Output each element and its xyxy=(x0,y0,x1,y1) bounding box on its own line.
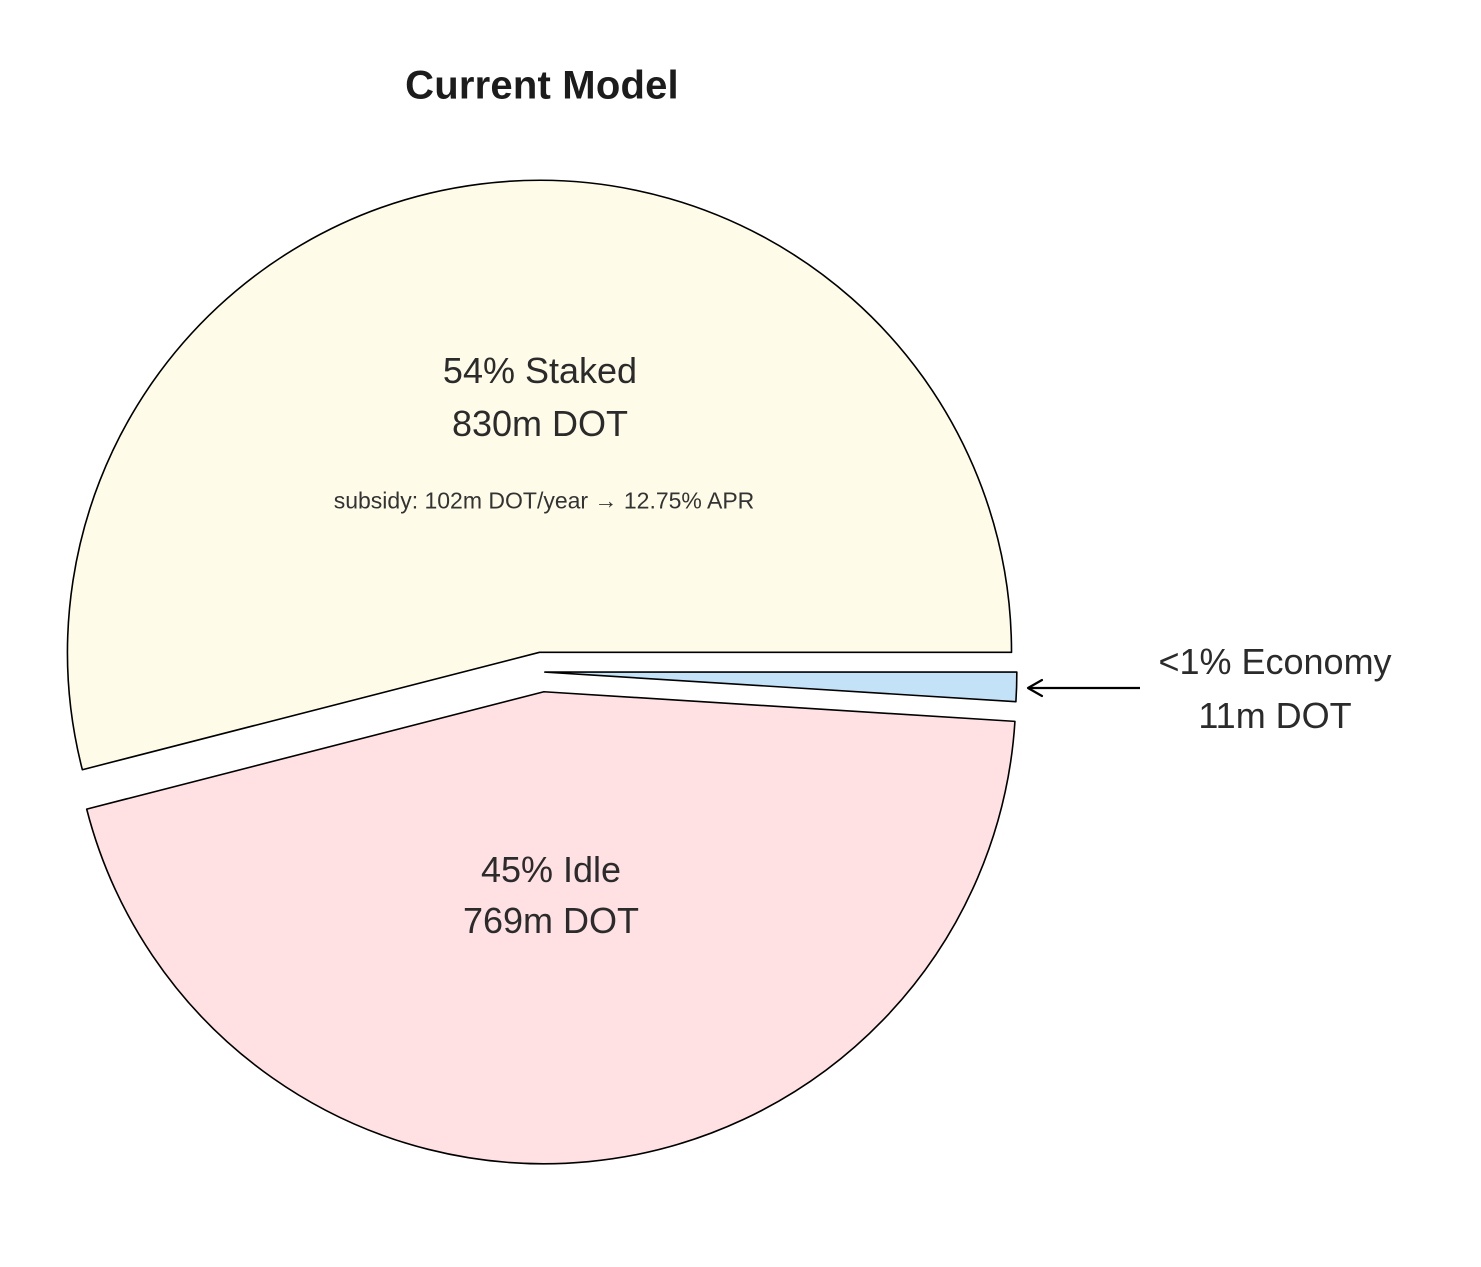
economy-callout-percent-label: <1% Economy xyxy=(1158,641,1392,682)
chart-title: Current Model xyxy=(405,63,679,108)
economy-callout-amount-label: 11m DOT xyxy=(1198,695,1352,736)
staked-slice-percent-label: 54% Staked xyxy=(442,350,638,391)
pie-slice-staked xyxy=(66,179,1013,771)
callout-arrow-head-icon xyxy=(1026,678,1044,698)
pie-slice-idle xyxy=(85,690,1016,1165)
staked-subsidy-note: subsidy: 102m DOT/year → 12.75% APR xyxy=(333,487,755,514)
pie-slice-economy xyxy=(544,671,1018,703)
idle-slice-percent-label: 45% Idle xyxy=(480,849,622,890)
staked-slice-amount-label: 830m DOT xyxy=(451,403,629,444)
idle-slice-amount-label: 769m DOT xyxy=(462,900,640,941)
